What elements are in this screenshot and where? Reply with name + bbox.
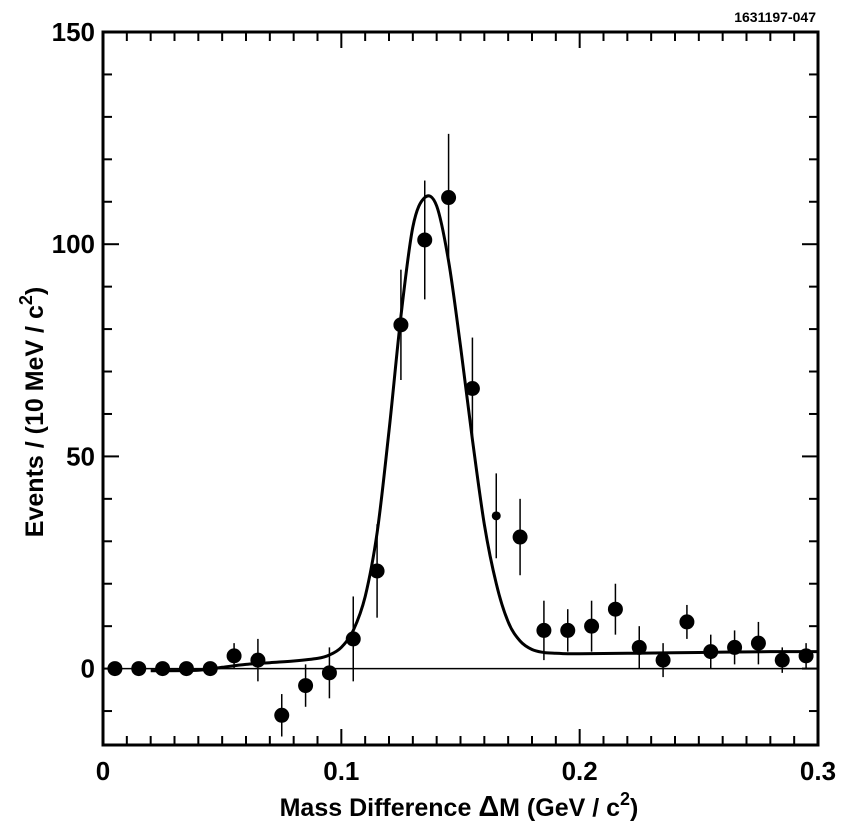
- data-point: [298, 678, 314, 694]
- data-point: [441, 190, 457, 206]
- data-point: [491, 511, 501, 521]
- data-point: [274, 707, 290, 723]
- y-tick-label: 150: [52, 17, 95, 47]
- data-point: [345, 631, 361, 647]
- data-point: [750, 635, 766, 651]
- y-tick-label: 100: [52, 229, 95, 259]
- axis-tick-labels: 0 0.1 0.2 0.3 0 50 100 150: [52, 17, 836, 786]
- data-point: [202, 661, 218, 677]
- data-point: [727, 639, 743, 655]
- data-point: [798, 648, 814, 664]
- y-axis-title: Events / (10 MeV / c2): [16, 287, 49, 537]
- data-point: [607, 601, 623, 617]
- data-point: [584, 618, 600, 634]
- figure-id: 1631197-047: [734, 9, 816, 25]
- data-point: [226, 648, 242, 664]
- data-point: [679, 614, 695, 630]
- x-axis-title: Mass Difference ΔM (GeV / c2): [280, 789, 639, 823]
- data-point: [107, 661, 123, 677]
- data-point: [250, 652, 266, 668]
- data-points: [107, 133, 814, 737]
- x-tick-label: 0.2: [562, 756, 598, 786]
- x-tick-label: 0.1: [323, 756, 359, 786]
- data-point: [178, 661, 194, 677]
- x-tick-label: 0.3: [800, 756, 836, 786]
- data-point: [774, 652, 790, 668]
- data-point: [536, 622, 552, 638]
- data-point: [131, 661, 147, 677]
- data-point: [631, 639, 647, 655]
- axis-ticks: [102, 31, 819, 745]
- data-point: [464, 381, 480, 396]
- data-point: [393, 317, 409, 333]
- y-tick-label: 0: [81, 654, 95, 684]
- y-tick-label: 50: [66, 441, 95, 471]
- data-point: [369, 563, 385, 579]
- data-point: [321, 665, 337, 681]
- data-point: [512, 529, 528, 545]
- data-point: [155, 661, 171, 677]
- data-point: [560, 622, 576, 638]
- data-point: [655, 652, 671, 668]
- fit-curve: [150, 194, 819, 673]
- data-point: [703, 644, 719, 660]
- x-tick-label: 0: [96, 756, 110, 786]
- data-point: [417, 232, 433, 248]
